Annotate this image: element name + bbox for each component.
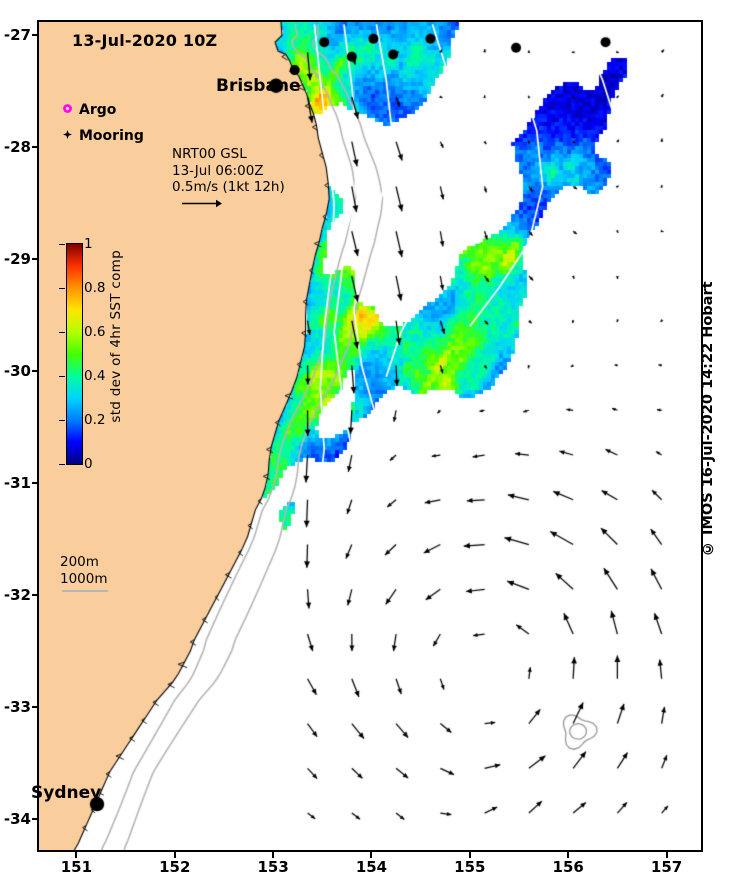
argo-marker-icon — [63, 104, 72, 113]
y-tick--32: -32 — [3, 585, 31, 604]
y-tick-mark — [32, 146, 39, 149]
y-tick--31: -31 — [3, 473, 31, 492]
y-tick-mark — [32, 481, 39, 484]
colorbar-tick-0.2: 0.2 — [84, 412, 106, 428]
colorbar-title: std dev of 4hr SST comp — [108, 250, 124, 423]
y-tick-mark — [32, 34, 39, 37]
colorbar-tick-0.4: 0.4 — [84, 368, 106, 384]
x-tick-151: 151 — [60, 858, 93, 876]
mooring-marker-icon — [63, 130, 72, 139]
y-axis-tick-labels: -27 -28 -29 -30 -31 -32 -33 -34 — [0, 0, 31, 888]
x-tick-152: 152 — [159, 858, 191, 876]
colorbar-tick-1: 1 — [84, 236, 93, 252]
colorbar-tick-mark — [59, 332, 65, 333]
map-plot-area[interactable] — [37, 20, 703, 852]
depth-contour-sample-line — [62, 590, 108, 592]
colorbar-tick-mark — [59, 288, 65, 289]
y-tick--34: -34 — [3, 809, 31, 828]
colorbar-tick-mark — [59, 420, 65, 421]
colorbar[interactable] — [66, 243, 83, 465]
colorbar-tick-0.8: 0.8 — [84, 280, 106, 296]
x-tick-mark — [370, 851, 373, 858]
y-tick--27: -27 — [3, 26, 31, 45]
y-tick-mark — [32, 705, 39, 708]
colorbar-tick-0.6: 0.6 — [84, 324, 106, 340]
y-tick--30: -30 — [3, 362, 31, 381]
x-tick-157: 157 — [650, 858, 683, 876]
x-tick-mark — [75, 851, 78, 858]
y-tick-mark — [32, 817, 39, 820]
x-tick-154: 154 — [355, 858, 388, 876]
sst-std-dev-heatmap[interactable] — [39, 22, 701, 850]
colorbar-tick-mark — [59, 376, 65, 377]
x-tick-mark — [173, 851, 176, 858]
colorbar-tick-mark — [59, 464, 65, 465]
credit-text: © IMOS 16-Jul-2020 14:22 Hobart — [700, 281, 716, 556]
y-tick--28: -28 — [3, 138, 31, 157]
colorbar-tick-mark — [59, 244, 65, 245]
y-tick-mark — [32, 370, 39, 373]
y-tick-mark — [32, 593, 39, 596]
colorbar-tick-0: 0 — [84, 456, 93, 472]
x-tick-mark — [272, 851, 275, 858]
x-tick-mark — [468, 851, 471, 858]
y-tick--33: -33 — [3, 697, 31, 716]
current-scale-arrow-icon — [182, 199, 222, 208]
y-tick--29: -29 — [3, 250, 31, 269]
y-tick-mark — [32, 258, 39, 261]
x-tick-153: 153 — [257, 858, 289, 876]
colorbar-gradient — [67, 244, 82, 464]
x-tick-156: 156 — [552, 858, 584, 876]
x-tick-mark — [567, 851, 570, 858]
x-tick-mark — [665, 851, 668, 858]
x-tick-155: 155 — [454, 858, 486, 876]
